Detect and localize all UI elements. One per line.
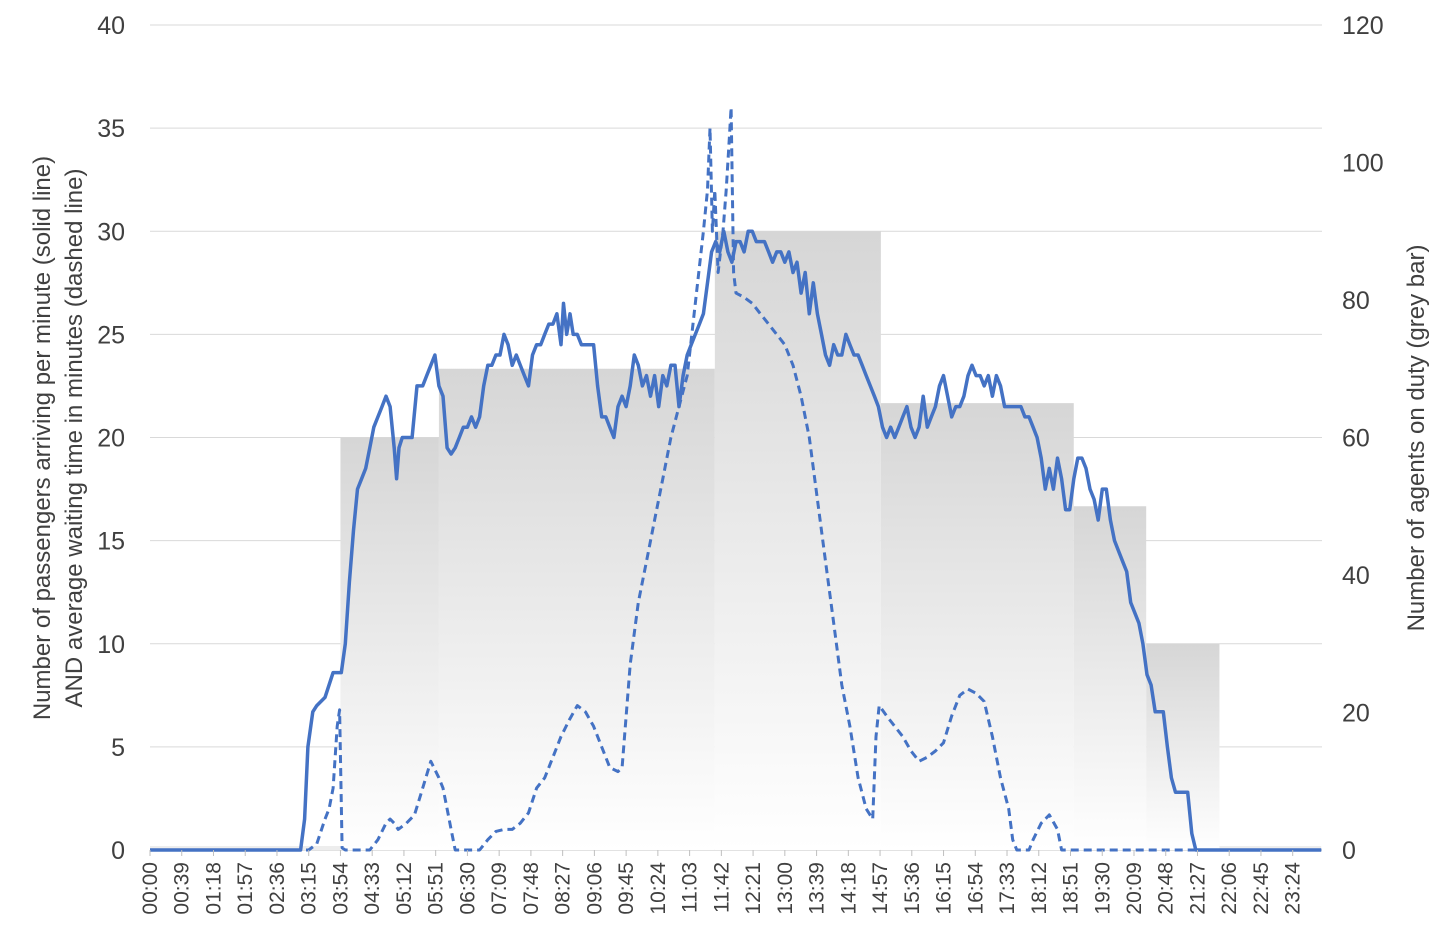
- agent-bar: [1073, 506, 1147, 850]
- x-tick-label: 11:42: [710, 862, 733, 913]
- x-tick-label: 19:30: [1091, 862, 1114, 915]
- x-tick-label: 05:51: [425, 862, 448, 915]
- x-tick-label: 06:30: [456, 862, 479, 915]
- y-right-tick-label: 100: [1342, 150, 1384, 178]
- x-tick-label: 03:54: [330, 862, 353, 915]
- x-tick-label: 13:00: [774, 862, 797, 915]
- y-left-tick-label: 0: [111, 837, 125, 865]
- x-tick-label: 18:12: [1028, 862, 1051, 915]
- x-tick-label: 01:18: [203, 862, 226, 915]
- x-tick-label: 16:15: [933, 862, 956, 915]
- y-left-tick-label: 40: [97, 12, 125, 40]
- x-ticks: 00:00 00:39 01:18 01:57 02:36 03:15 03:54 04:33…: [139, 850, 1305, 915]
- x-tick-label: 11:03: [679, 862, 702, 913]
- y-left-tick-label: 10: [97, 631, 125, 659]
- agent-bar: [714, 231, 881, 850]
- agent-bar: [1146, 643, 1220, 850]
- y-right-tick-label: 60: [1342, 425, 1370, 453]
- y-right-tick-label: 80: [1342, 287, 1370, 315]
- x-tick-label: 07:48: [520, 862, 543, 915]
- x-tick-label: 08:27: [552, 862, 575, 915]
- x-tick-label: 23:24: [1282, 862, 1305, 915]
- x-tick-label: 03:15: [298, 862, 321, 915]
- y-left-tick-label: 5: [111, 734, 125, 762]
- y-right-tick-label: 0: [1342, 837, 1356, 865]
- x-tick-label: 02:36: [266, 862, 289, 915]
- x-tick-label: 10:24: [647, 862, 670, 915]
- series-solid: [150, 229, 1322, 852]
- series-line-passengers: [150, 229, 1322, 852]
- x-tick-label: 09:45: [615, 862, 638, 915]
- agent-bars: [150, 231, 1322, 850]
- agent-bar: [438, 368, 715, 850]
- x-tick-label: 20:48: [1155, 862, 1178, 915]
- y-left-tick-label: 20: [97, 425, 125, 453]
- x-tick-label: 15:36: [901, 862, 924, 915]
- x-tick-label: 00:39: [171, 862, 194, 915]
- x-tick-label: 20:09: [1123, 862, 1146, 915]
- x-tick-label: 07:09: [488, 862, 511, 915]
- x-tick-label: 12:21: [742, 862, 765, 915]
- x-tick-label: 21:27: [1187, 862, 1210, 915]
- y-right-tick-label: 20: [1342, 700, 1370, 728]
- series-dashed: [150, 106, 1322, 852]
- x-tick-label: 13:39: [806, 862, 829, 915]
- series-line-waiting-time: [150, 106, 1322, 852]
- x-tick-label: 22:06: [1218, 862, 1241, 915]
- x-tick-label: 00:00: [139, 862, 162, 915]
- y-left-tick-label: 25: [97, 321, 125, 349]
- agent-bar: [1219, 846, 1322, 850]
- x-tick-label: 17:33: [996, 862, 1019, 915]
- y-right-tick-label: 120: [1342, 12, 1384, 40]
- y-right-axis-title: Number of agents on duty (grey bar): [1403, 245, 1430, 632]
- agent-bar: [880, 403, 1074, 850]
- y-left-axis-title-line2: AND average waiting time in minutes (das…: [61, 169, 88, 708]
- x-tick-label: 09:06: [583, 862, 606, 915]
- y-right-tick-label: 40: [1342, 562, 1370, 590]
- y-left-tick-label: 35: [97, 115, 125, 143]
- x-tick-label: 04:33: [361, 862, 384, 915]
- x-tick-label: 18:51: [1060, 862, 1083, 915]
- x-tick-label: 05:12: [393, 862, 416, 915]
- x-tick-label: 16:54: [964, 862, 987, 915]
- x-tick-label: 14:57: [869, 862, 892, 915]
- y-left-axis-title-line1: Number of passengers arriving per minute…: [29, 156, 56, 720]
- y-left-tick-label: 30: [97, 218, 125, 246]
- x-tick-label: 01:57: [234, 862, 257, 915]
- x-tick-label: 22:45: [1250, 862, 1273, 915]
- y-right-ticks: 0 20 40 60 80 100 120: [1342, 12, 1384, 865]
- x-tick-label: 14:18: [837, 862, 860, 915]
- y-left-ticks: 0 5 10 15 20 25 30 35 40: [97, 12, 125, 865]
- y-left-tick-label: 15: [97, 528, 125, 556]
- agent-bar: [150, 846, 341, 850]
